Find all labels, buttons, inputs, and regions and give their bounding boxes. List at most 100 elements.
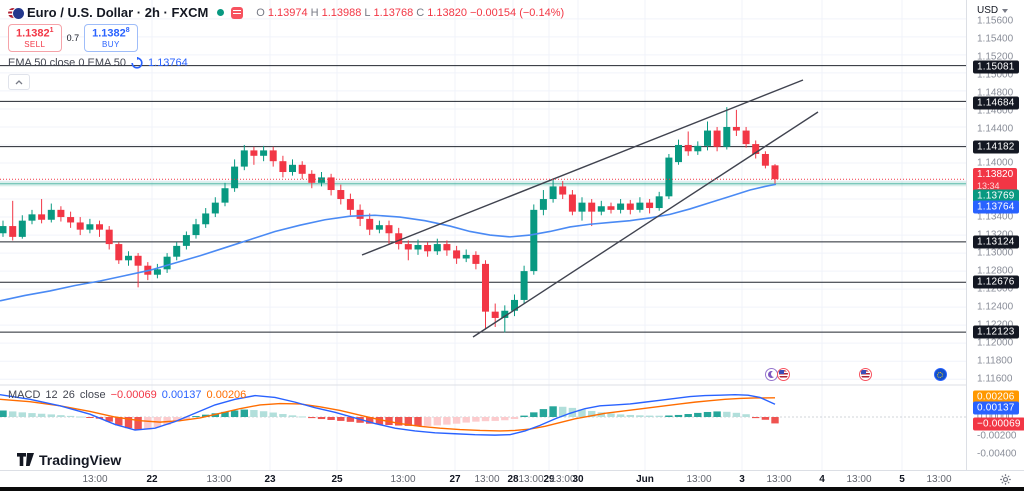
time-tick-label: 13:00 [206, 474, 232, 485]
macd-histogram-bar [510, 417, 519, 420]
macd-histogram-bar [452, 417, 461, 424]
price-tick-label: 1.15600 [977, 15, 1014, 27]
macd-histogram-bar [742, 414, 750, 417]
macd-line-value: 0.00137 [161, 389, 202, 401]
chevron-down-icon [1002, 9, 1009, 13]
macd-histogram-bar [491, 417, 499, 421]
price-tick-label: 1.12800 [977, 265, 1014, 277]
macd-histogram-bar [559, 406, 567, 417]
price-tick-label: 1.15000 [977, 69, 1014, 81]
axis-settings-gear-icon[interactable] [1000, 472, 1011, 490]
candle-body [96, 224, 103, 230]
candle-body [125, 255, 132, 261]
macd-histogram-bar [636, 415, 644, 417]
macd-value-label: 0.00137 [973, 401, 1019, 415]
macd-histogram-bar [134, 417, 142, 431]
symbol-title[interactable]: Euro / U.S. Dollar · 2h · FXCM [27, 5, 209, 20]
bottom-frame-bar [0, 486, 1024, 491]
candle-body [617, 203, 625, 210]
chart-canvas[interactable] [0, 0, 966, 470]
macd-histogram-bar [404, 417, 412, 426]
candle-body [173, 245, 181, 257]
macd-histogram-bar [18, 412, 26, 417]
macd-histogram-bar [395, 417, 403, 426]
candle-body [279, 161, 287, 173]
macd-histogram-bar [192, 416, 200, 418]
macd-legend[interactable]: MACD 12 26 close −0.00069 0.00137 0.0020… [8, 389, 246, 401]
us-event-icon[interactable] [776, 368, 790, 381]
candle-body [231, 166, 239, 189]
macd-histogram-bar [76, 416, 84, 418]
ema-value: 1.13764 [148, 57, 188, 70]
macd-histogram-bar [298, 416, 306, 418]
price-axis[interactable]: USD 1.15600 1.15400 1.15200 1.15000 1.14800 1… [966, 0, 1024, 486]
moon-event-icon[interactable] [764, 368, 778, 381]
price-tick-label: 1.12400 [977, 301, 1014, 313]
macd-histogram-bar [645, 415, 654, 417]
ema-indicator-label[interactable]: EMA 50 close 0 EMA 50 [8, 57, 127, 70]
news-icon[interactable] [231, 6, 244, 19]
candle-body [723, 126, 731, 147]
tradingview-logo[interactable]: TradingView [17, 452, 121, 468]
currency-pair-icon [8, 6, 25, 20]
candle-body [501, 310, 509, 318]
close-value: 1.13820 [427, 6, 467, 19]
macd-histogram-bar [337, 417, 345, 421]
macd-histogram-bar [539, 409, 548, 417]
time-axis[interactable]: 13:00 22 13:00 23 25 13:00 27 13:00 28 13:00 29 13:… [0, 470, 1024, 487]
macd-histogram-bar [105, 417, 113, 422]
candle-body [346, 199, 354, 210]
macd-histogram-bar [607, 413, 615, 417]
price-tick-label: 1.15200 [977, 51, 1014, 63]
time-tick-label: 5 [899, 474, 905, 485]
price-tick-label: 1.15400 [977, 33, 1014, 45]
sell-button[interactable]: 1.13821 SELL [8, 24, 62, 53]
candle-body [472, 254, 480, 264]
candle-body [491, 311, 499, 318]
last-price-label: 1.13820 13:34 [973, 168, 1018, 192]
macd-tick-label: 0.00000 [977, 412, 1013, 423]
candle-body [337, 190, 345, 200]
price-tick-label: 1.13000 [977, 247, 1014, 259]
candle-body [482, 263, 489, 312]
ohlc-values: O 1.13974 H 1.13988 L 1.13768 C 1.13820 −0.0… [256, 7, 564, 19]
high-price-label: 1.13769 [973, 189, 1019, 203]
us-event-icon[interactable] [858, 368, 872, 381]
axis-currency-selector[interactable]: USD [977, 5, 1009, 16]
price-tick-label: 1.11600 [977, 373, 1013, 385]
candle-body [86, 224, 94, 230]
macd-histogram-bar [269, 412, 277, 417]
change-value: −0.00154 (−0.14%) [469, 6, 565, 19]
buy-button[interactable]: 1.13828 BUY [84, 24, 138, 53]
candle-body [462, 254, 470, 259]
macd-histogram-bar [443, 417, 451, 425]
macd-histogram-bar [9, 411, 17, 417]
macd-histogram-bar [308, 417, 316, 419]
macd-histogram-bar [115, 417, 123, 426]
macd-value-label: −0.00069 [973, 417, 1024, 431]
candle-body [675, 144, 682, 163]
spread-value: 0.7 [66, 33, 80, 44]
macd-histogram-bar [240, 409, 248, 417]
candle-body [395, 233, 403, 245]
candle-body [221, 188, 229, 203]
macd-histogram-bar [616, 414, 625, 417]
macd-name: MACD [8, 389, 41, 401]
chart-legend: Euro / U.S. Dollar · 2h · FXCM O 1.13974 … [8, 5, 564, 91]
candle-body [163, 256, 171, 270]
collapse-legend-button[interactable] [8, 74, 30, 91]
eu-event-icon[interactable] [933, 368, 947, 381]
candle-body [375, 225, 383, 230]
macd-histogram-bar [221, 411, 229, 417]
open-label: O [256, 6, 265, 19]
candle-body [192, 224, 200, 236]
candle-body [260, 150, 268, 156]
price-level-label: 1.12676 [973, 275, 1019, 289]
price-level-label: 1.14684 [973, 96, 1019, 110]
candle-body [443, 244, 451, 251]
macd-histogram-bar [279, 414, 287, 417]
candle-body [298, 164, 306, 174]
time-tick-label: 25 [331, 474, 343, 485]
macd-histogram-bar [578, 409, 586, 417]
